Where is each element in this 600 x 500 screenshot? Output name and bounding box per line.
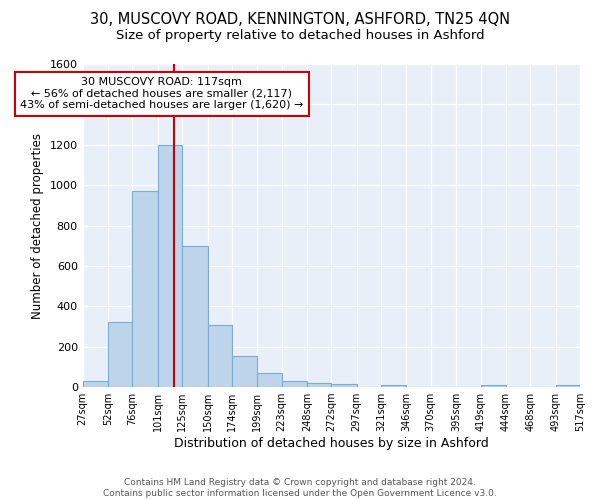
Bar — [307, 383, 331, 387]
Bar — [556, 385, 580, 387]
Bar — [158, 145, 182, 387]
Bar — [182, 246, 208, 387]
Text: Size of property relative to detached houses in Ashford: Size of property relative to detached ho… — [116, 29, 484, 42]
Text: Contains HM Land Registry data © Crown copyright and database right 2024.
Contai: Contains HM Land Registry data © Crown c… — [103, 478, 497, 498]
Bar — [83, 381, 108, 387]
Bar — [257, 373, 281, 387]
Y-axis label: Number of detached properties: Number of detached properties — [31, 132, 44, 318]
X-axis label: Distribution of detached houses by size in Ashford: Distribution of detached houses by size … — [174, 437, 489, 450]
Bar — [108, 322, 133, 387]
Text: 30, MUSCOVY ROAD, KENNINGTON, ASHFORD, TN25 4QN: 30, MUSCOVY ROAD, KENNINGTON, ASHFORD, T… — [90, 12, 510, 28]
Bar — [232, 356, 257, 387]
Bar — [208, 326, 232, 387]
Bar — [481, 385, 506, 387]
Text: 30 MUSCOVY ROAD: 117sqm
← 56% of detached houses are smaller (2,117)
43% of semi: 30 MUSCOVY ROAD: 117sqm ← 56% of detache… — [20, 77, 304, 110]
Bar — [381, 385, 406, 387]
Bar — [331, 384, 357, 387]
Bar — [133, 191, 158, 387]
Bar — [281, 381, 307, 387]
